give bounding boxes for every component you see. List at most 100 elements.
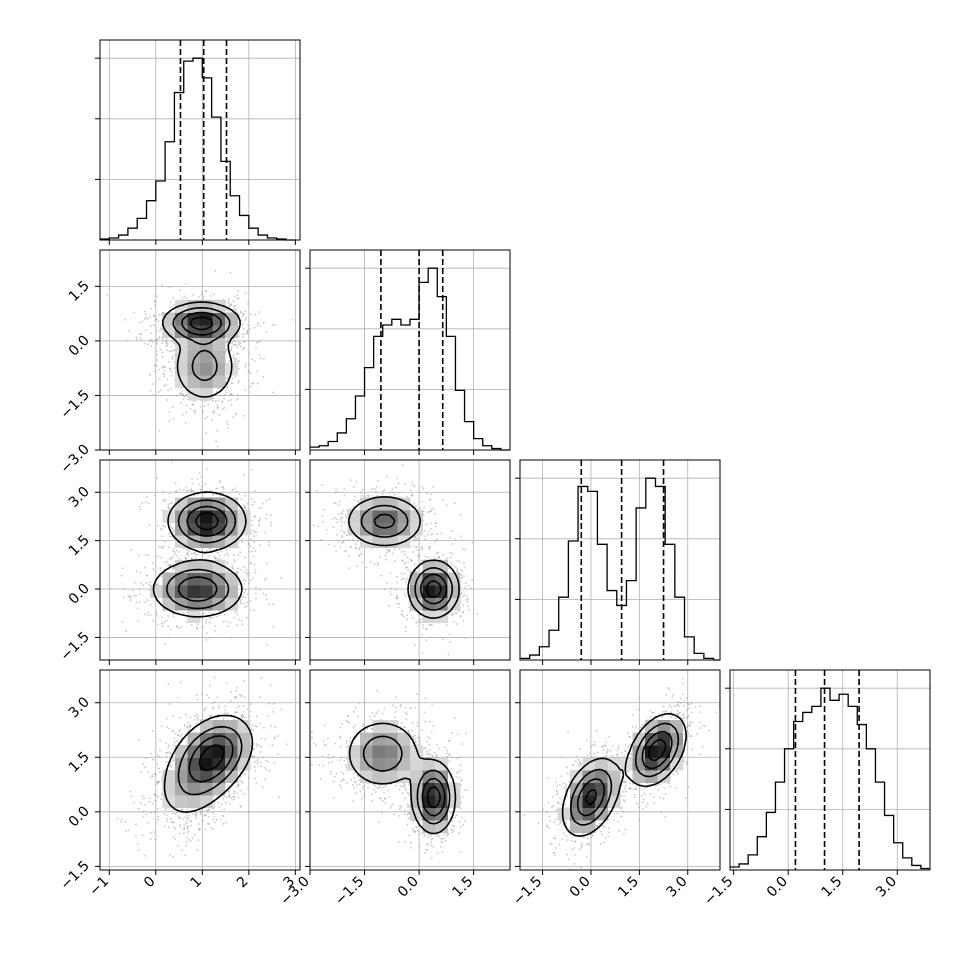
scatter-point	[685, 760, 688, 763]
scatter-point	[186, 548, 189, 551]
scatter-point	[689, 735, 692, 737]
scatter-point	[196, 626, 199, 629]
scatter-point	[155, 350, 158, 353]
scatter-point	[566, 772, 569, 775]
scatter-point	[350, 479, 353, 482]
scatter-point	[177, 815, 180, 817]
scatter-point	[402, 792, 404, 794]
contour-lines	[348, 496, 460, 619]
scatter-point	[383, 797, 386, 800]
scatter-point	[234, 711, 237, 714]
scatter-point	[385, 785, 387, 788]
scatter-point	[409, 846, 412, 849]
scatter-point	[403, 572, 406, 575]
scatter-point	[118, 896, 120, 898]
density-cell	[385, 770, 398, 783]
scatter-point	[179, 681, 182, 684]
density-cell	[162, 585, 176, 598]
scatter-point	[255, 534, 257, 537]
scatter-point	[553, 851, 556, 854]
scatter-point	[341, 536, 343, 539]
scatter-point	[169, 388, 172, 390]
scatter-point	[172, 616, 175, 619]
scatter-point	[415, 546, 417, 549]
scatter-point	[247, 363, 250, 366]
scatter-point	[429, 624, 432, 626]
scatter-point	[167, 389, 170, 392]
scatter-point	[246, 574, 249, 577]
scatter-point	[237, 554, 240, 557]
x-tick-label: 0.0	[567, 874, 594, 901]
scatter-point	[224, 389, 227, 392]
scatter-point	[165, 338, 168, 341]
scatter-point	[185, 297, 188, 299]
scatter-point	[164, 541, 166, 543]
scatter-point	[465, 732, 467, 735]
scatter-point	[206, 809, 208, 812]
scatter-point	[429, 720, 431, 723]
scatter-point	[187, 728, 190, 731]
scatter-point	[183, 827, 186, 830]
scatter-point	[342, 539, 345, 542]
scatter-point	[430, 841, 433, 844]
scatter-point	[127, 829, 130, 832]
scatter-point	[463, 789, 466, 791]
scatter-point	[149, 581, 151, 584]
scatter-point	[229, 796, 232, 799]
x-tick-label: 3.0	[664, 874, 691, 901]
scatter-point	[229, 337, 231, 340]
scatter-point	[164, 525, 166, 528]
scatter-point	[578, 765, 581, 768]
scatter-point	[690, 721, 693, 724]
scatter-point	[157, 815, 160, 818]
scatter-point	[182, 612, 185, 614]
scatter-point	[145, 328, 147, 331]
contour-level	[373, 513, 448, 605]
scatter-point	[161, 535, 163, 537]
scatter-point	[170, 350, 172, 353]
scatter-point	[189, 840, 192, 842]
y-tick-label: −1.5	[57, 387, 92, 422]
scatter-point	[212, 818, 215, 821]
scatter-point	[195, 556, 198, 559]
scatter-point	[609, 749, 612, 752]
scatter-point	[160, 778, 163, 781]
scatter-point	[677, 773, 679, 775]
scatter-point	[342, 509, 344, 512]
scatter-point	[121, 620, 124, 623]
scatter-point	[404, 626, 407, 629]
scatter-point	[582, 832, 585, 835]
scatter-point	[371, 712, 374, 715]
scatter-point	[170, 470, 172, 472]
scatter-point	[138, 601, 141, 603]
scatter-point	[688, 707, 691, 710]
scatter-point	[321, 515, 324, 518]
scatter-point	[421, 545, 423, 548]
scatter-point	[216, 429, 219, 432]
scatter-point	[320, 538, 322, 541]
scatter-point	[554, 854, 557, 857]
scatter-point	[191, 482, 194, 485]
scatter-point	[254, 515, 257, 518]
scatter-point	[187, 830, 190, 833]
scatter-point	[715, 711, 718, 714]
scatter-point	[458, 560, 461, 563]
scatter-point	[382, 786, 385, 789]
scatter-point	[225, 391, 228, 394]
scatter-point	[589, 752, 592, 755]
scatter-point	[634, 793, 636, 796]
scatter-point	[156, 783, 159, 785]
scatter-point	[178, 488, 181, 491]
x-tick-label: −1.5	[332, 874, 367, 909]
scatter-point	[160, 283, 163, 286]
scatter-point	[616, 749, 619, 752]
scatter-point	[170, 305, 172, 308]
scatter-point	[238, 583, 241, 586]
scatter-point	[370, 727, 373, 730]
scatter-point	[177, 557, 180, 560]
scatter-point	[249, 372, 252, 375]
scatter-point	[106, 293, 109, 296]
scatter-point	[357, 715, 359, 718]
scatter-point	[137, 807, 140, 810]
scatter-point	[172, 548, 175, 550]
